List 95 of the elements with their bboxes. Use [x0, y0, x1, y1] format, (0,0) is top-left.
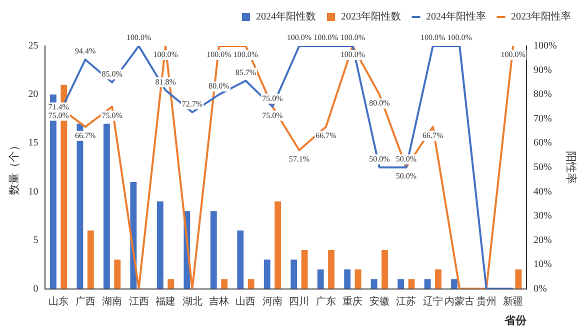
data-label: 94.4%: [74, 46, 96, 56]
bar: [398, 279, 404, 289]
legend-label: 2024年阳性率: [426, 10, 486, 23]
bar: [156, 201, 164, 289]
bar: [424, 279, 431, 289]
bar: [290, 260, 298, 289]
bar: [317, 269, 324, 289]
data-label: 100.0%: [314, 33, 339, 42]
bar: [435, 269, 442, 289]
bar: [515, 269, 522, 289]
data-label: 66.7%: [74, 130, 96, 140]
x-tick-label: 湖北: [182, 295, 202, 308]
data-label: 75.0%: [262, 110, 284, 120]
x-tick-label: 山西: [236, 295, 256, 308]
x-tick-label: 内蒙古: [444, 295, 475, 308]
x-tick-label: 辽宁: [422, 295, 443, 308]
y-axis-title: 数量（个）: [8, 140, 20, 195]
data-label: 66.7%: [422, 130, 444, 140]
y2-tick-label: 100%: [533, 40, 557, 52]
y-tick-label: 20: [28, 89, 38, 100]
data-label: 100.0%: [206, 50, 232, 60]
legend-label: 2023年阳性率: [511, 10, 571, 23]
x-tick-label: 广西: [75, 295, 96, 308]
data-label: 50.0%: [396, 154, 417, 164]
y2-tick-label: 10%: [533, 259, 552, 270]
y-tick-label: 5: [33, 234, 38, 246]
data-label: 100.0%: [447, 33, 472, 42]
data-label: 100.0%: [500, 50, 526, 60]
data-label: 100.0%: [340, 50, 366, 60]
data-label: 100.0%: [126, 33, 152, 42]
bar: [370, 279, 378, 289]
data-label: 57.1%: [288, 154, 310, 164]
y2-tick-label: 90%: [533, 64, 552, 76]
data-label: 85.0%: [102, 70, 123, 79]
bar: [301, 250, 308, 289]
x-tick-label: 广东: [316, 295, 336, 308]
data-label: 80.0%: [208, 82, 230, 91]
bar: [328, 250, 334, 289]
bar: [382, 250, 388, 289]
x-tick-label: 贵州: [476, 295, 496, 308]
x-tick-label: 福建: [156, 295, 176, 308]
y-tick-label: 25: [28, 40, 38, 52]
bar: [344, 269, 351, 289]
x-tick-label: 江苏: [396, 295, 416, 308]
x-tick-label: 河南: [262, 295, 282, 308]
bar: [221, 279, 228, 289]
data-label: 100.0%: [420, 33, 446, 42]
bar: [274, 201, 282, 289]
bar: [408, 279, 415, 289]
y2-tick-label: 20%: [533, 234, 552, 246]
data-label: 85.7%: [235, 68, 256, 77]
y2-tick-label: 40%: [533, 186, 552, 198]
data-label: 100.0%: [286, 33, 312, 42]
bar: [264, 260, 270, 289]
data-label: 50.0%: [369, 154, 390, 164]
data-label: 80.0%: [369, 98, 390, 108]
legend-label: 2024年阳性数: [256, 10, 316, 23]
legend-label: 2023年阳性数: [341, 10, 401, 23]
y2-axis-title: 阳性率: [564, 150, 578, 184]
y2-tick-label: 30%: [533, 210, 552, 222]
bar: [451, 279, 458, 289]
bar: [237, 230, 244, 289]
y2-tick-label: 60%: [533, 138, 552, 149]
y2-tick-label: 80%: [533, 89, 552, 100]
y-tick-label: 15: [28, 138, 38, 149]
data-label: 75.0%: [102, 110, 123, 120]
data-label: 72.7%: [182, 99, 203, 108]
y2-tick-label: 0%: [533, 283, 547, 294]
data-label: 81.8%: [155, 77, 176, 86]
bar: [103, 124, 110, 289]
x-tick-label: 吉林: [208, 295, 229, 308]
x-tick-label: 江西: [128, 295, 149, 308]
data-label: 100.0%: [153, 50, 178, 60]
bar: [114, 260, 121, 289]
x-tick-label: 湖南: [102, 295, 122, 308]
x-tick-label: 新疆: [503, 295, 524, 308]
y2-tick-label: 70%: [533, 113, 552, 124]
data-label: 75.0%: [262, 94, 284, 103]
y-tick-label: 0: [33, 283, 38, 294]
bar: [248, 279, 254, 289]
x-tick-label: 四川: [289, 295, 310, 308]
bar: [87, 230, 94, 289]
data-label: 50.0%: [396, 171, 417, 180]
data-label: 100.0%: [340, 33, 366, 42]
x-tick-label: 山东: [48, 295, 69, 308]
data-label: 100.0%: [233, 50, 258, 60]
bar: [354, 269, 362, 289]
bar: [210, 211, 217, 289]
x-axis-title: 省份: [503, 314, 528, 328]
y-tick-label: 10: [28, 186, 38, 198]
bar: [168, 279, 174, 289]
data-label: 66.7%: [316, 130, 337, 140]
y2-tick-label: 50%: [533, 162, 552, 174]
x-tick-label: 安徽: [369, 295, 390, 308]
x-tick-label: 重庆: [342, 295, 363, 308]
